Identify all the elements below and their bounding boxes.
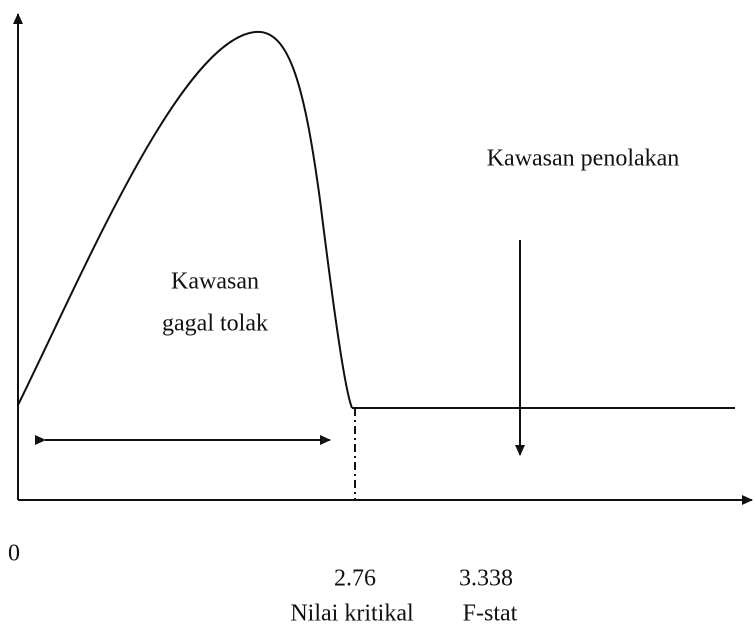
critical-value: 2.76 [334, 566, 376, 592]
f-stat-value: 3.338 [459, 566, 513, 592]
critical-label: Nilai kritikal [290, 601, 414, 627]
rejection-label: Kawasan penolakan [487, 146, 680, 172]
origin-label: 0 [8, 541, 20, 567]
f-stat-label: F-stat [463, 601, 518, 627]
fail-label: Kawasan [171, 269, 259, 295]
fail-label: gagal tolak [162, 311, 268, 337]
distribution-curve [17, 30, 353, 409]
